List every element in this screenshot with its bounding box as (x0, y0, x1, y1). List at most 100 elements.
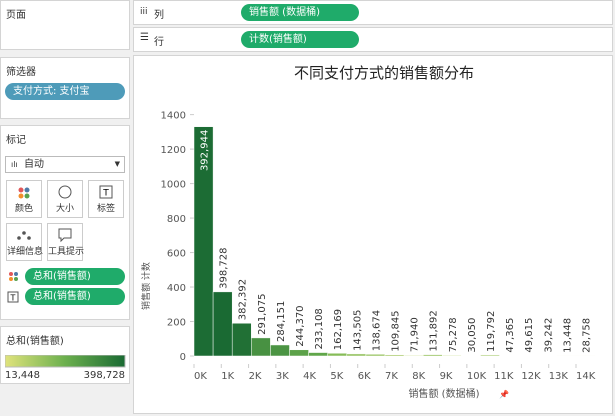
bar (327, 352, 348, 357)
x-tick-label: 3K (276, 371, 289, 382)
y-tick-label: 1000 (161, 180, 186, 191)
bar (212, 291, 233, 357)
x-tick-label: 12K (521, 371, 541, 382)
bar (384, 354, 405, 357)
x-tick-label: 11K (494, 371, 514, 382)
card-label: 详细信息 (7, 247, 44, 257)
icon: T (99, 185, 113, 199)
data-label: 284,151 (276, 301, 287, 342)
filter-pill[interactable]: 支付方式: 支付宝 (5, 83, 125, 100)
shelf-icon: ☰ (140, 32, 149, 43)
x-tick-label: 5K (330, 371, 343, 382)
y-axis-label: 销售额 计数 (140, 262, 152, 310)
chart-title: 不同支付方式的销售额分布 (294, 64, 474, 82)
shelf-label: 列 (154, 10, 164, 21)
card-label: 工具提示 (48, 247, 85, 257)
field-pill[interactable]: 总和(销售额) (25, 268, 125, 285)
bar (480, 354, 500, 357)
data-label: 233,108 (314, 308, 325, 349)
x-axis-label: 销售额 (数据桶) (409, 387, 480, 400)
x-tick-label: 8K (412, 371, 425, 382)
data-label: 109,845 (391, 310, 402, 351)
tooltip-card[interactable]: 工具提示 (47, 223, 85, 261)
bar-icon: ılı (11, 160, 18, 169)
label-card[interactable]: T 标签 (88, 180, 124, 218)
bar (403, 355, 424, 357)
shelf-icon: iii (140, 7, 148, 17)
x-tick-label: 9K (440, 371, 453, 382)
icon (58, 228, 72, 243)
legend-title: 总和(销售额) (6, 336, 64, 347)
dropdown-arrow: ▼ (114, 160, 120, 168)
legend-min: 13,448 (5, 370, 40, 381)
data-label: 119,792 (486, 311, 497, 352)
dropdown-value: 自动 (24, 159, 44, 170)
mark-type-dropdown[interactable]: 自动 ▼ ılı (5, 156, 125, 173)
y-tick-label: 0 (180, 352, 186, 363)
bar (442, 355, 462, 357)
data-label: 382,392 (238, 279, 249, 320)
shelf-label: 行 (154, 37, 164, 48)
x-tick-label: 14K (576, 371, 596, 382)
data-label: 39,242 (543, 318, 554, 353)
data-label: 143,505 (352, 310, 363, 351)
label-icon: T (7, 291, 19, 303)
filters-panel: 筛选器 支付方式: 支付宝 (0, 57, 130, 119)
gradient-bar (5, 355, 126, 368)
legend-gradient (5, 355, 126, 368)
icon (17, 231, 31, 240)
y-tick-label: 400 (167, 283, 186, 294)
data-label: 291,075 (257, 294, 268, 335)
data-label: 30,050 (467, 318, 478, 353)
bar (308, 352, 328, 357)
field-pill[interactable]: 总和(销售额) (25, 288, 125, 305)
pin-icon: 📌 (499, 389, 509, 399)
data-label: 244,370 (295, 305, 306, 346)
data-label: 47,365 (505, 318, 516, 353)
data-label: 398,728 (219, 248, 230, 289)
shelf-pill[interactable]: 销售额 (数据桶) (241, 4, 359, 21)
y-tick-label: 200 (167, 318, 186, 329)
color-legend: 总和(销售额) 13,448 398,728 (0, 326, 130, 384)
x-tick-label: 6K (358, 371, 371, 382)
x-tick-label: 1K (221, 371, 234, 382)
data-label: 71,940 (410, 317, 421, 352)
size-card[interactable]: 大小 (47, 180, 83, 218)
x-tick-label: 7K (385, 371, 398, 382)
x-tick-label: 0K (194, 371, 207, 382)
card-label: 大小 (55, 204, 74, 214)
legend-max: 398,728 (83, 370, 125, 381)
color-icon (9, 272, 18, 281)
panel-title: 标记 (6, 135, 26, 146)
y-tick-label: 1400 (161, 111, 186, 122)
y-tick-label: 600 (167, 249, 186, 260)
x-tick-label: 4K (303, 371, 316, 382)
data-label: 162,169 (333, 309, 344, 350)
y-tick-label: 1200 (161, 145, 186, 156)
color-card[interactable]: 颜色 (6, 180, 42, 218)
data-label: 131,892 (429, 310, 440, 351)
y-tick-label: 800 (167, 214, 186, 225)
svg-text:T: T (10, 294, 16, 303)
card-label: 标签 (96, 204, 115, 214)
card-label: 颜色 (14, 204, 33, 214)
icon (58, 185, 72, 199)
data-label: 28,758 (582, 318, 593, 353)
data-label: 138,674 (371, 310, 382, 351)
data-label: 392,944 (200, 130, 211, 171)
shelf-pill[interactable]: 计数(销售额) (241, 31, 359, 48)
svg-text:T: T (102, 189, 109, 199)
marks-panel: 标记 自动 ▼ ılı 颜色 大小 T 标签 详细信息 工具提示 总和(销售额) T … (0, 125, 130, 320)
pages-panel: 页面 (0, 0, 130, 50)
chart: 不同支付方式的销售额分布 销售额 (数据桶) 销售额 计数 0 200 400 600… (133, 55, 613, 414)
detail-card[interactable]: 详细信息 (6, 223, 44, 261)
data-label: 49,615 (524, 318, 535, 353)
bar (231, 322, 252, 357)
bar (270, 344, 290, 357)
bar (251, 337, 271, 357)
x-tick-label: 10K (467, 371, 487, 382)
bar (193, 126, 214, 357)
columns-shelf: iii 列 销售额 (数据桶) (133, 0, 613, 25)
bar (365, 354, 386, 357)
